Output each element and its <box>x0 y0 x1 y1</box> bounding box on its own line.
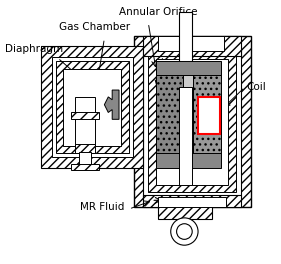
Bar <box>56 61 129 153</box>
Bar <box>156 76 183 153</box>
Bar <box>143 195 241 207</box>
Bar <box>183 76 193 163</box>
Bar <box>71 111 99 119</box>
Text: MR Fluid: MR Fluid <box>80 202 124 212</box>
Text: Coil: Coil <box>247 82 267 92</box>
Bar <box>64 69 121 146</box>
Bar <box>75 97 95 146</box>
Bar <box>158 36 225 51</box>
Bar <box>158 205 212 219</box>
Bar <box>79 152 91 166</box>
Bar <box>134 36 251 207</box>
Bar <box>143 36 241 56</box>
Circle shape <box>171 218 198 245</box>
Bar <box>156 59 228 185</box>
Bar <box>193 76 221 153</box>
Bar <box>156 153 221 168</box>
Text: Diaphragm: Diaphragm <box>5 44 63 54</box>
Bar <box>178 12 192 110</box>
Text: Annular Orifice: Annular Orifice <box>119 7 197 17</box>
Bar <box>156 61 221 76</box>
Bar <box>52 57 133 157</box>
Bar <box>41 46 143 168</box>
Text: Gas Chamber: Gas Chamber <box>59 22 130 32</box>
Bar <box>198 97 219 134</box>
Bar <box>75 144 95 153</box>
Circle shape <box>176 224 192 239</box>
Bar <box>148 51 236 192</box>
Polygon shape <box>104 90 119 119</box>
Bar <box>158 197 226 207</box>
Bar <box>178 87 192 185</box>
Bar <box>71 164 99 170</box>
Bar <box>143 46 241 197</box>
